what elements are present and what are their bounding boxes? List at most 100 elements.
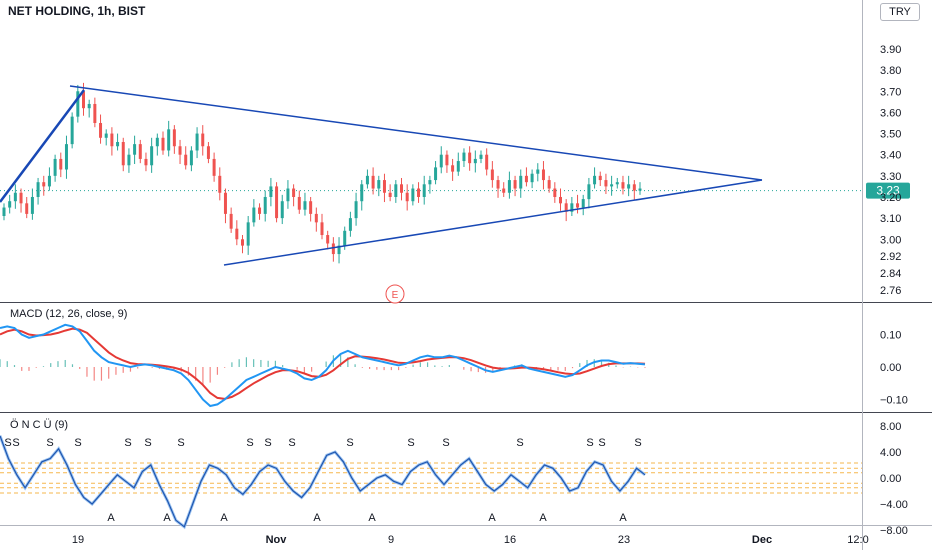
buy-signal: A — [220, 512, 228, 524]
time-tick-label: Dec — [752, 534, 772, 546]
buy-signal: A — [313, 512, 321, 524]
candle-body — [206, 146, 210, 159]
candle-body — [615, 182, 619, 185]
price-tick-label: 3.00 — [880, 234, 901, 246]
price-tick-label: 3.80 — [880, 65, 901, 77]
candle-body — [292, 188, 296, 197]
sell-signal: S — [598, 437, 605, 449]
oncu-tick-label: −8.00 — [880, 525, 908, 537]
candle-body — [541, 169, 545, 181]
price-tick-label: 3.30 — [880, 171, 901, 183]
chart-title: NET HOLDING, 1h, BIST — [8, 4, 146, 18]
macd-line — [0, 323, 646, 408]
candle-body — [377, 180, 381, 189]
price-tick-label: 3.10 — [880, 213, 901, 225]
event-marker[interactable] — [385, 284, 405, 304]
candle-body — [13, 192, 17, 202]
candle-body — [2, 207, 6, 217]
candle-body — [451, 165, 455, 172]
sell-signal: S — [288, 437, 295, 449]
candle-body — [343, 230, 347, 246]
candle-body — [456, 161, 460, 172]
candle-body — [337, 245, 341, 255]
candle-body — [212, 158, 216, 176]
candle-body — [371, 175, 375, 189]
candle-body — [331, 243, 335, 255]
oncu-line — [0, 435, 646, 528]
candle-body — [252, 207, 256, 223]
candle-body — [400, 184, 403, 193]
candle-body — [218, 175, 222, 193]
candle-body — [172, 129, 176, 147]
price-tick-label: 3.50 — [880, 129, 901, 141]
macd-title: MACD (12, 26, close, 9) — [10, 308, 128, 320]
time-tick-label: 12:0 — [847, 534, 868, 546]
candle-body — [70, 116, 74, 145]
candle-body — [87, 103, 91, 109]
candle-body — [570, 203, 574, 212]
rally-trendline[interactable] — [0, 89, 85, 203]
sell-signal: S — [144, 437, 151, 449]
candle-body — [155, 137, 159, 147]
candle-body — [547, 180, 551, 189]
sell-signal: S — [407, 437, 414, 449]
sell-signal: S — [124, 437, 131, 449]
oncu-tick-label: 0.00 — [880, 473, 901, 485]
candle-body — [610, 184, 614, 187]
candle-body — [275, 186, 279, 219]
candle-body — [121, 142, 125, 166]
candle-body — [485, 154, 489, 170]
currency-button[interactable]: TRY — [880, 3, 920, 21]
candle-body — [161, 137, 165, 151]
macd-tick-label: −0.10 — [880, 395, 908, 407]
candle-body — [303, 201, 307, 210]
macd-tick-label: 0.10 — [880, 330, 901, 342]
candle-body — [178, 146, 182, 155]
candle-body — [19, 192, 23, 204]
candle-body — [64, 144, 68, 170]
oncu-tick-label: −4.00 — [880, 499, 908, 511]
candle-body — [490, 169, 494, 181]
candle-body — [241, 239, 244, 246]
candle-body — [479, 154, 483, 159]
upper-trendline[interactable] — [69, 85, 763, 181]
sell-signal: S — [442, 437, 449, 449]
candle-body — [473, 158, 477, 164]
candle-body — [502, 188, 506, 193]
candle-body — [530, 173, 534, 183]
buy-signal: A — [163, 512, 171, 524]
oncu-tick-label: 8.00 — [880, 421, 901, 433]
oncu-tick-label: 4.00 — [880, 447, 901, 459]
candle-body — [25, 203, 29, 214]
sell-signal: S — [586, 437, 593, 449]
candle-body — [314, 213, 318, 223]
price-tick-label: 2.92 — [880, 251, 901, 263]
candle-body — [365, 175, 369, 185]
price-tick-label: 3.40 — [880, 150, 901, 162]
sell-signal: S — [264, 437, 271, 449]
sell-signal: S — [177, 437, 184, 449]
time-tick-label: 19 — [72, 534, 84, 546]
candle-body — [638, 188, 642, 191]
candle-body — [246, 222, 250, 246]
candle-body — [462, 152, 466, 162]
candle-body — [320, 222, 324, 236]
candle-body — [47, 175, 51, 187]
candle-body — [223, 192, 227, 214]
event-marker-label: E — [392, 290, 399, 301]
candle-body — [587, 184, 591, 200]
candle-body — [269, 186, 273, 197]
candle-body — [513, 180, 517, 189]
candle-body — [297, 196, 301, 210]
candle-body — [439, 154, 443, 168]
candle-body — [354, 201, 358, 219]
candle-body — [576, 203, 580, 208]
buy-signal: A — [107, 512, 115, 524]
buy-signal: A — [539, 512, 547, 524]
candle-body — [8, 201, 12, 208]
candle-body — [604, 180, 608, 187]
lower-trendline[interactable] — [223, 179, 763, 266]
candle-body — [286, 188, 290, 202]
